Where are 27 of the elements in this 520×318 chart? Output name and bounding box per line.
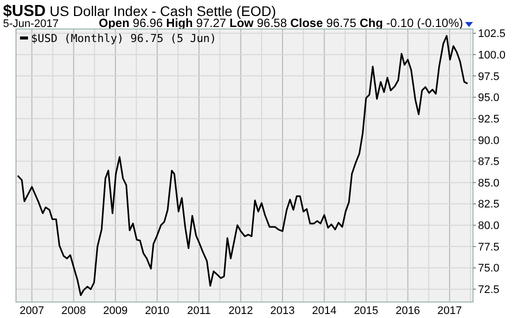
x-tick-label: 2009: [103, 305, 128, 317]
line-series: [16, 35, 468, 296]
legend-label: $USD (Monthly) 96.75 (5 Jun): [31, 32, 216, 45]
x-tick-label: 2007: [20, 305, 44, 317]
x-tick-label: 2013: [270, 305, 295, 317]
y-tick-label: 97.5: [478, 70, 500, 83]
y-tick-label: 90.0: [478, 134, 500, 147]
x-tick-label: 2017: [437, 305, 462, 317]
y-tick-label: 75.0: [478, 262, 500, 275]
y-tick-label: 85.0: [478, 177, 500, 190]
y-tick-label: 95.0: [478, 92, 500, 104]
x-tick-label: 2008: [61, 305, 86, 317]
y-tick-label: 87.5: [478, 156, 500, 168]
x-tick-label: 2014: [312, 305, 337, 317]
y-tick-label: 72.5: [478, 284, 500, 296]
x-tick-label: 2011: [187, 305, 211, 317]
y-tick-label: 80.0: [478, 220, 500, 232]
y-tick-label: 82.5: [478, 198, 500, 211]
x-tick-label: 2010: [144, 305, 170, 317]
x-tick-label: 2016: [396, 305, 420, 317]
x-tick-label: 2012: [228, 305, 253, 317]
y-tick-label: 77.5: [478, 241, 500, 254]
x-tick-label: 2015: [354, 305, 378, 317]
y-tick-label: 100.0: [478, 49, 506, 62]
y-tick-label: 102.5: [478, 28, 506, 40]
chart-subtitle: 5-Jun-2017: [3, 18, 59, 30]
y-tick-label: 92.5: [478, 113, 500, 126]
